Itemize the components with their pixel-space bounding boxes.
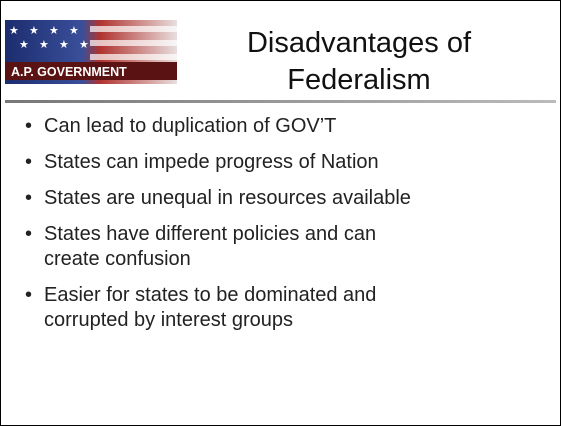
bullet-text: create confusion [44,248,191,270]
svg-text:★: ★ [19,39,29,51]
bullet-text: Can lead to duplication of GOV’T [44,115,337,137]
bullet-dot: • [25,187,33,209]
bullet-text: States are unequal in resources availabl… [44,187,411,209]
svg-text:★: ★ [9,25,19,37]
bullet-text: States have different policies and can [44,223,377,245]
bullet-dot: • [25,151,33,173]
bullet-dot: • [25,223,33,245]
svg-text:★: ★ [29,25,39,37]
title: Federalism [287,64,431,96]
svg-text:★: ★ [39,39,49,51]
title: Disadvantages of [246,27,472,59]
logo: ★ ★ ★ ★ ★ ★ ★ ★ A.P. GOVERNMENT [5,20,177,84]
bullet-text: States can impede progress of Nation [44,151,379,173]
logo-text: A.P. GOVERNMENT [11,65,127,79]
divider [5,100,556,103]
svg-text:★: ★ [49,25,59,37]
svg-text:★: ★ [79,39,89,51]
bullet-dot: • [25,284,33,306]
bullet-text: Easier for states to be dominated and [44,284,377,306]
svg-text:★: ★ [59,39,69,51]
bullet-dot: • [25,115,33,137]
svg-text:★: ★ [69,25,79,37]
bullet-text: corrupted by interest groups [44,309,294,331]
